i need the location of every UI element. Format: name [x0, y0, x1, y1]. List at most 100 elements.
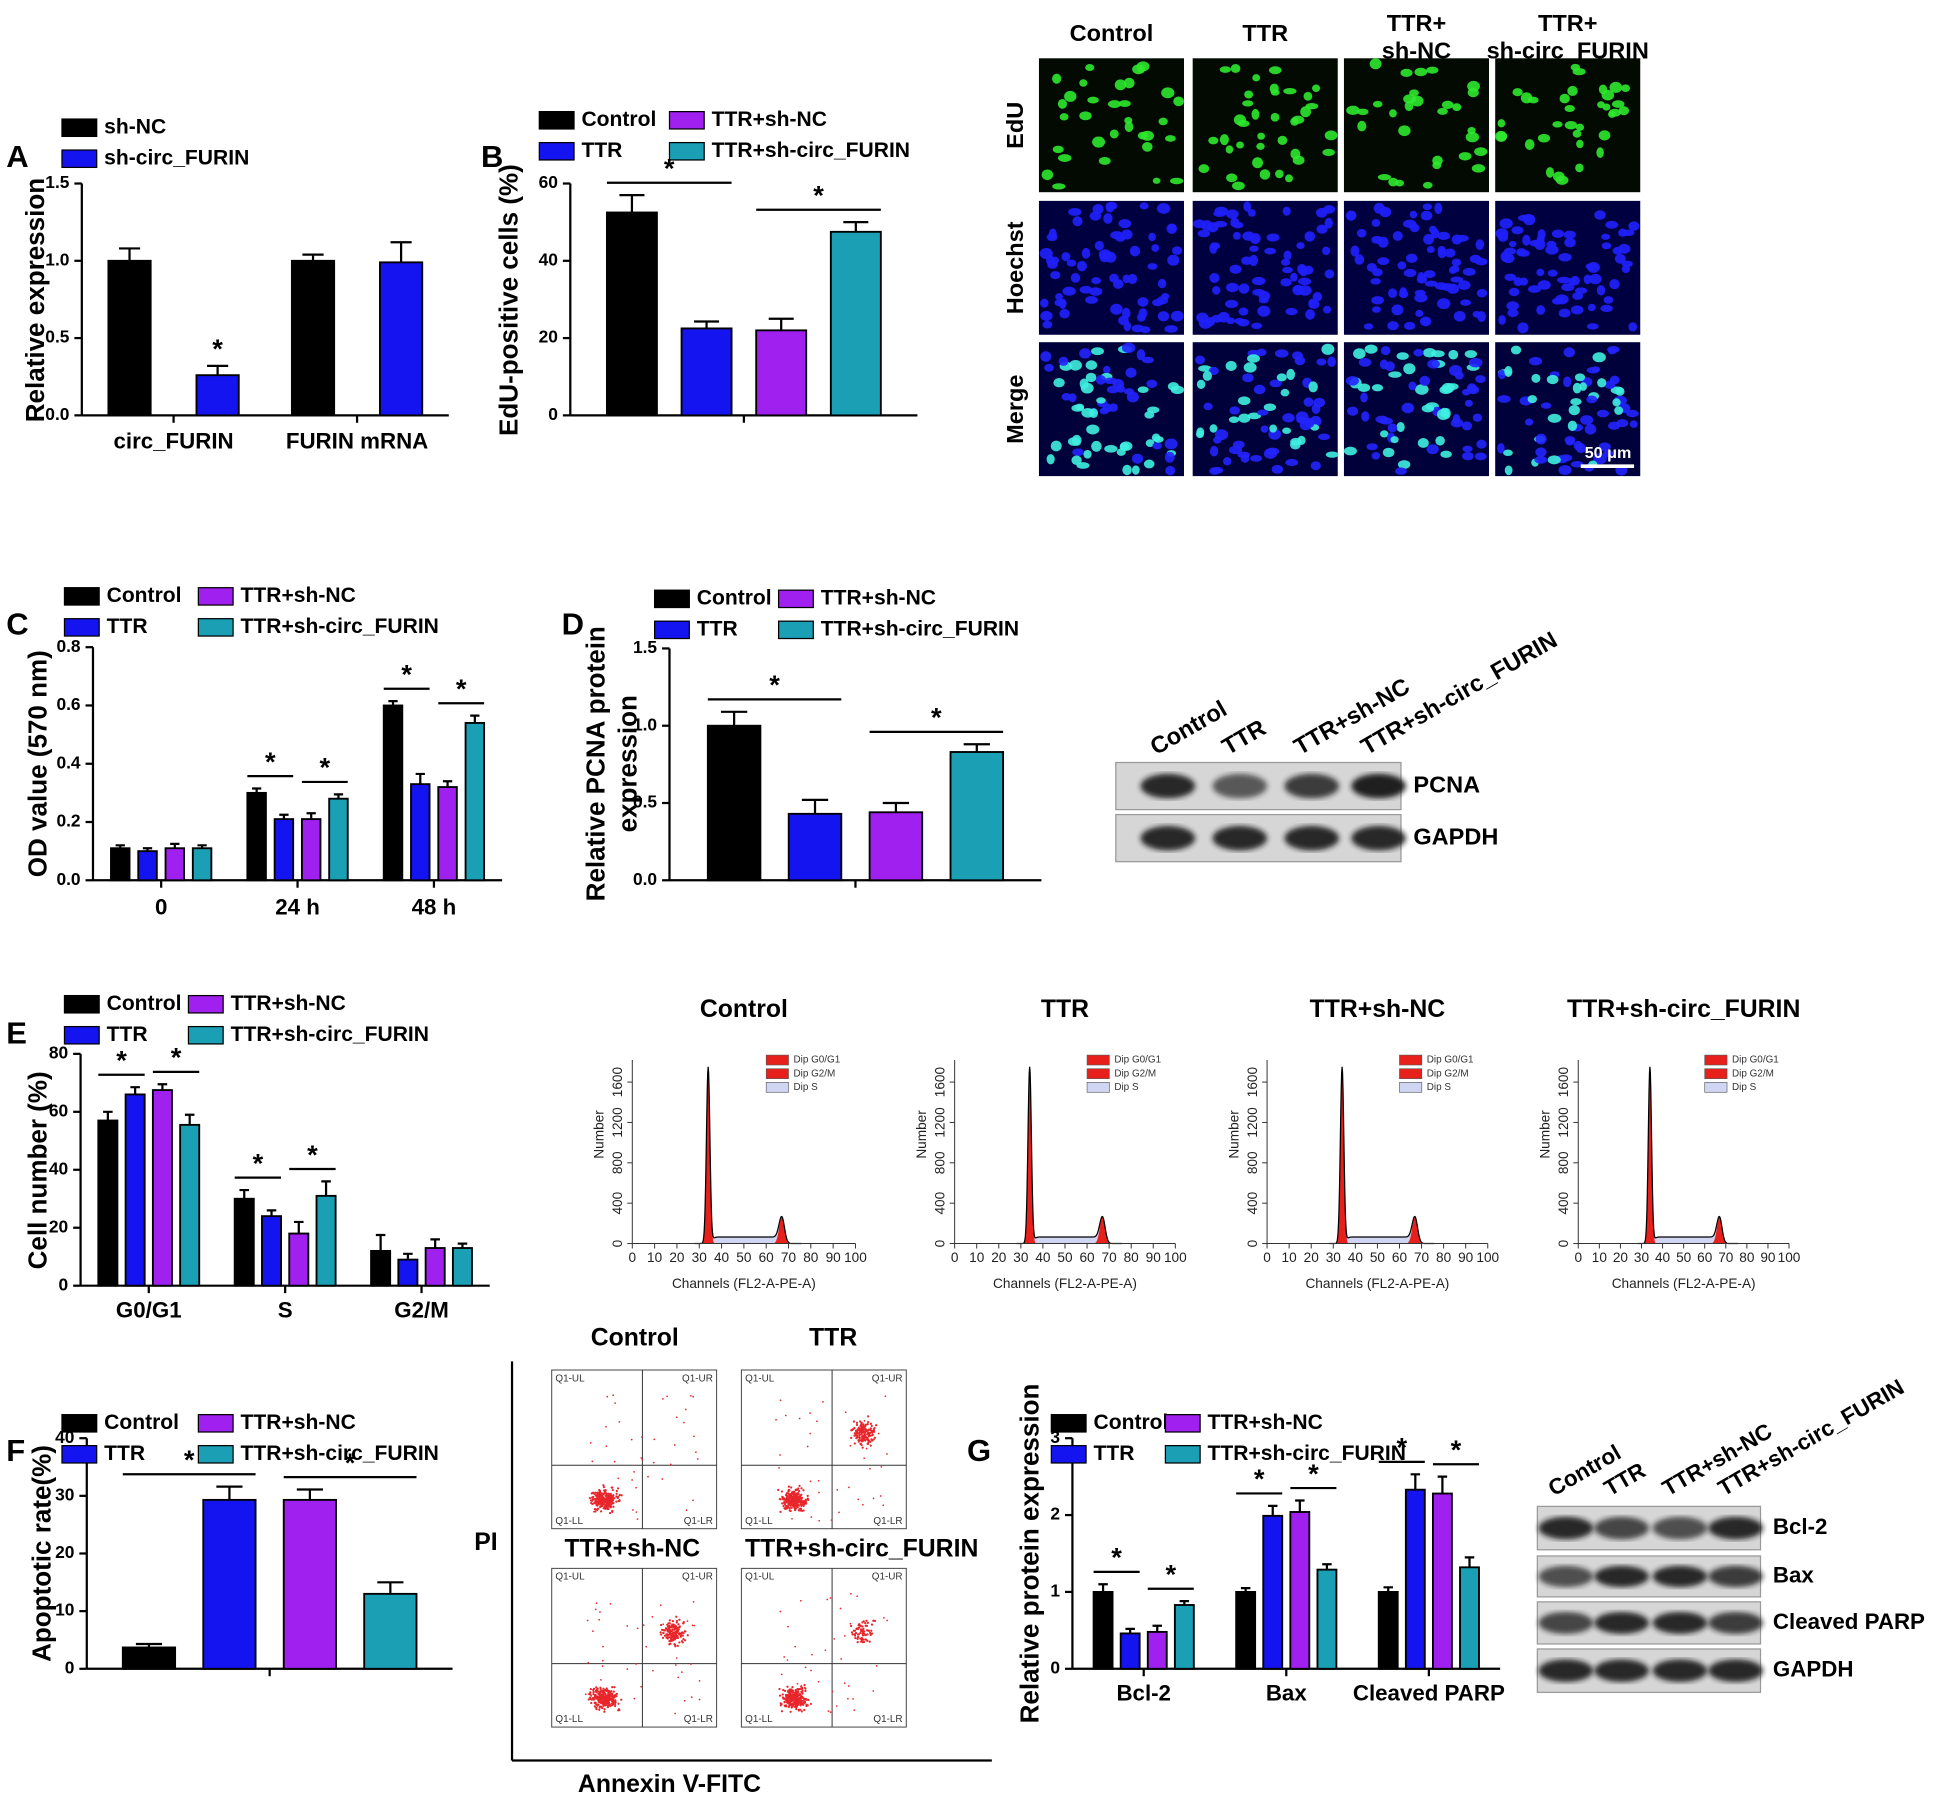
nucleus: [1461, 421, 1473, 431]
nucleus: [1167, 254, 1180, 266]
flow-event: [809, 1412, 811, 1415]
legend-swatch: [61, 1445, 98, 1464]
nucleus: [1615, 386, 1625, 396]
flow-event: [690, 1394, 692, 1397]
flow-event: [607, 1702, 610, 1705]
histogram-x-tick-label: 40: [1035, 1250, 1051, 1265]
flow-event: [605, 1492, 608, 1496]
flow-event: [595, 1697, 598, 1700]
nucleus: [1198, 365, 1212, 372]
flow-event: [596, 1508, 599, 1511]
y-tick-label: 0.8: [56, 636, 80, 656]
histogram-legend-label: Dip G2/M: [1427, 1068, 1469, 1079]
flow-event: [859, 1640, 863, 1643]
flow-event: [679, 1632, 682, 1635]
bar: [233, 1197, 255, 1287]
flow-event: [607, 1505, 611, 1508]
flow-event: [608, 1511, 612, 1515]
nucleus: [1558, 465, 1572, 476]
nucleus: [1059, 113, 1069, 121]
flow-event: [790, 1706, 793, 1709]
micrograph: [1192, 200, 1338, 335]
legend-swatch: [1050, 1414, 1087, 1433]
nucleus: [1525, 418, 1534, 426]
flow-event: [675, 1629, 678, 1632]
nucleus: [1305, 309, 1316, 320]
flow-event: [800, 1599, 802, 1602]
error-bar: [470, 714, 480, 723]
flow-event: [683, 1699, 686, 1702]
nucleus: [1605, 220, 1619, 229]
nucleus: [1039, 248, 1053, 259]
flow-event: [796, 1695, 800, 1698]
nucleus: [1380, 430, 1389, 438]
flow-event: [824, 1649, 827, 1652]
flow-event: [806, 1445, 809, 1448]
bar: [107, 259, 152, 417]
nucleus: [1446, 283, 1460, 294]
nucleus: [1042, 320, 1053, 329]
flow-event: [605, 1502, 608, 1505]
flow-event: [594, 1510, 597, 1513]
quadrant-label: Q1-UR: [872, 1572, 903, 1583]
nucleus: [1437, 231, 1451, 241]
flow-title: Control: [591, 1325, 679, 1352]
histogram-x-tick-label: 40: [1348, 1250, 1364, 1265]
flow-event: [779, 1510, 782, 1514]
histogram-y-tick-label: 800: [933, 1151, 948, 1174]
error-bar: [415, 772, 425, 785]
nucleus: [1234, 317, 1245, 325]
histogram-x-tick-label: 20: [669, 1250, 685, 1265]
flow-event: [607, 1507, 610, 1511]
flow-event: [677, 1676, 680, 1679]
nucleus: [1085, 360, 1098, 370]
nucleus: [1324, 217, 1333, 229]
micrograph: [1038, 200, 1185, 335]
flow-event: [593, 1696, 596, 1699]
nucleus: [1250, 454, 1263, 462]
flow-event: [866, 1422, 869, 1426]
flow-event: [864, 1638, 868, 1641]
flow-event: [869, 1633, 872, 1637]
nucleus: [1467, 87, 1479, 98]
histogram-s-phase: [712, 1223, 780, 1244]
nucleus: [1618, 106, 1630, 116]
error-bar: [103, 1110, 113, 1121]
flow-event: [803, 1686, 806, 1689]
flow-event: [856, 1636, 859, 1639]
nucleus: [1058, 298, 1067, 310]
nucleus: [1209, 424, 1218, 433]
nucleus: [1312, 84, 1321, 92]
nucleus: [1497, 369, 1506, 380]
nucleus: [1474, 147, 1488, 157]
legend-swatch: [61, 149, 98, 169]
blot-band: [1708, 1565, 1763, 1588]
nucleus: [1172, 246, 1183, 255]
nucleus: [1044, 363, 1054, 372]
legend-label: TTR: [107, 615, 148, 638]
flow-event: [835, 1705, 838, 1707]
nucleus: [1612, 246, 1623, 255]
bar: [451, 1247, 473, 1287]
flow-event: [675, 1615, 678, 1618]
flow-event: [863, 1432, 866, 1435]
flow-event: [802, 1703, 805, 1706]
flow-event: [594, 1494, 597, 1497]
nucleus: [1124, 121, 1134, 133]
blot-band: [1284, 773, 1339, 799]
flow-event: [870, 1438, 873, 1441]
flow-event: [591, 1696, 595, 1700]
nucleus: [1476, 288, 1488, 298]
nucleus: [1558, 308, 1571, 318]
blot-band: [1212, 825, 1268, 851]
flow-event: [594, 1491, 597, 1494]
flow-event: [873, 1430, 876, 1433]
flow-event: [612, 1494, 615, 1497]
nucleus: [1125, 367, 1137, 378]
histogram-outline: [694, 1066, 802, 1245]
flow-event: [681, 1631, 684, 1634]
flow-event: [860, 1637, 864, 1640]
flow-event: [652, 1669, 654, 1672]
flow-event: [855, 1436, 858, 1440]
nucleus: [1310, 461, 1321, 471]
